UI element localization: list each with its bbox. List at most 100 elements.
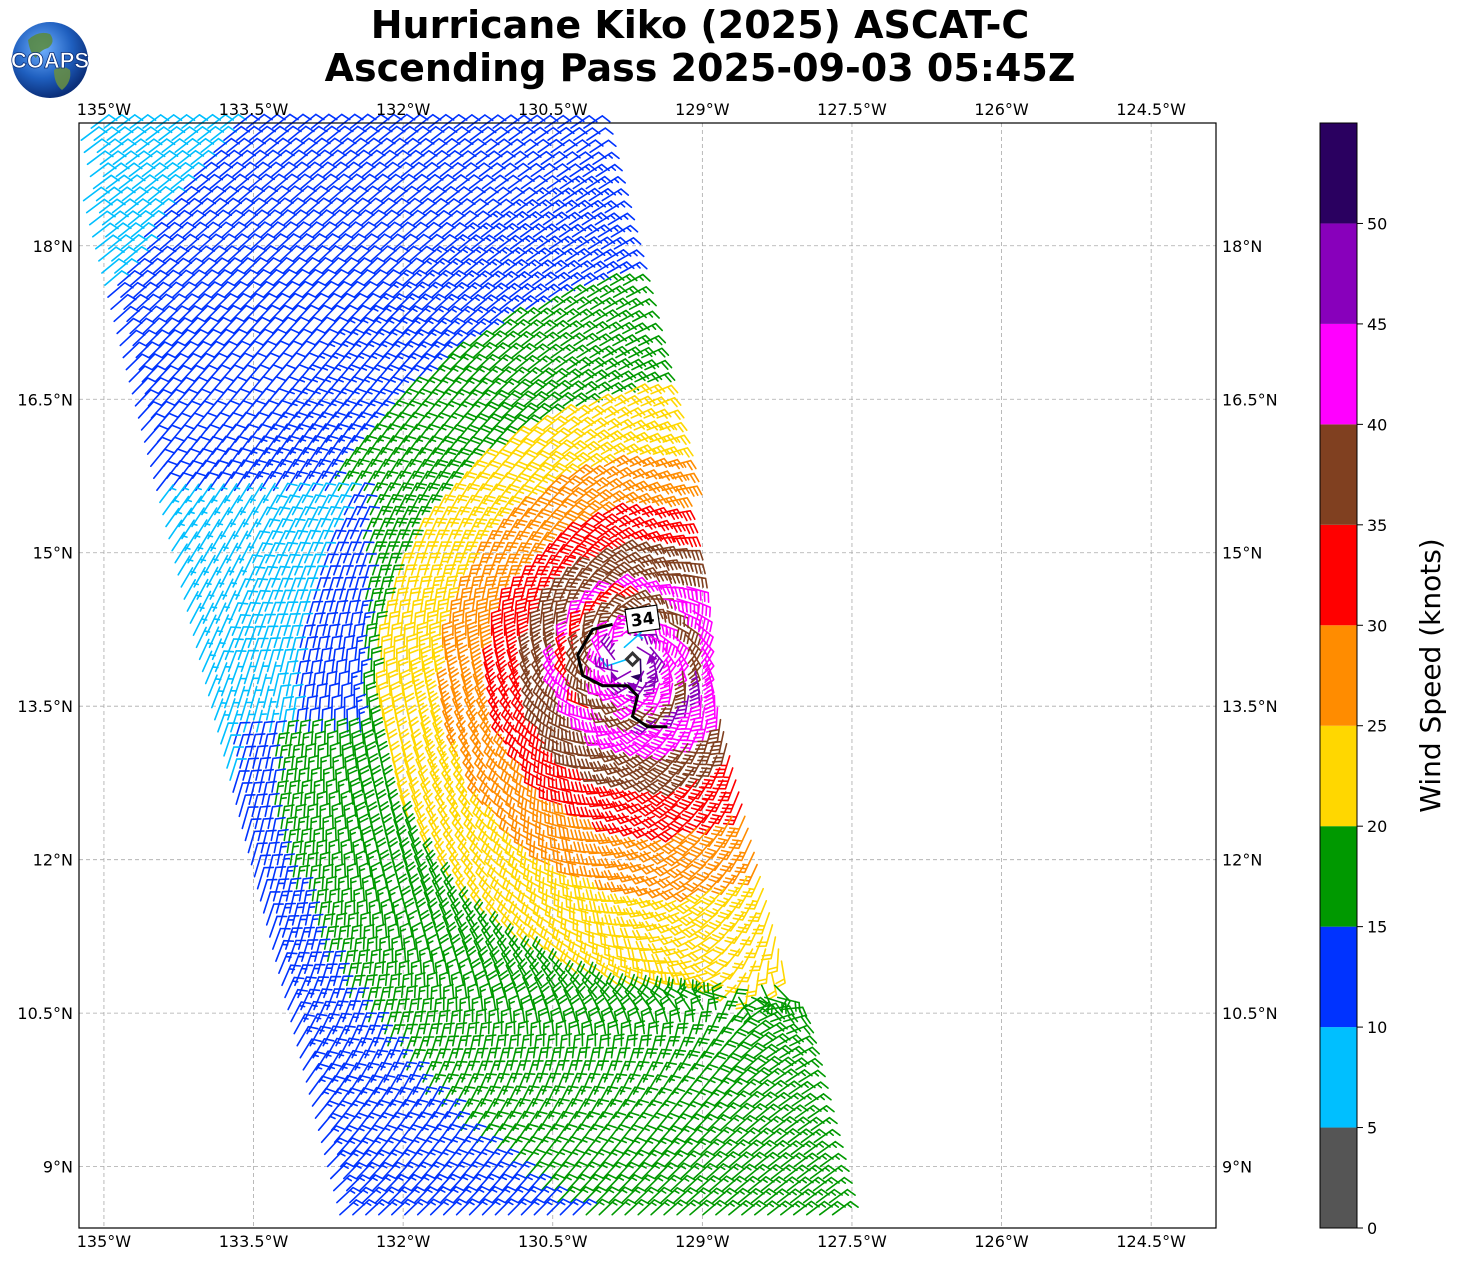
wind-barb — [306, 399, 331, 419]
wind-barb — [322, 814, 334, 842]
wind-barb — [279, 648, 296, 673]
wind-barb — [147, 388, 173, 407]
wind-barb — [542, 415, 570, 431]
wind-barb — [230, 459, 254, 479]
lat-tick-label-left: 16.5°N — [17, 390, 73, 409]
wind-barb — [315, 233, 342, 250]
wind-barb — [323, 161, 350, 178]
wind-barb — [141, 365, 168, 383]
wind-barb — [293, 197, 320, 214]
wind-barb — [252, 292, 279, 310]
wind-barb — [310, 161, 337, 178]
wind-barb — [324, 269, 351, 286]
wind-barb — [247, 221, 274, 238]
wind-barb — [387, 209, 414, 226]
wind-barb — [266, 245, 293, 262]
wind-barb — [499, 1110, 522, 1131]
wind-barb — [689, 598, 712, 618]
wind-barb — [587, 1098, 610, 1119]
wind-barb — [320, 304, 347, 323]
wind-barb — [300, 173, 327, 190]
wind-barb — [240, 447, 264, 467]
wind-barb — [157, 376, 183, 395]
wind-barb — [217, 710, 230, 733]
wind-barb — [507, 378, 534, 395]
wind-barb — [362, 316, 389, 335]
wind-barb — [488, 354, 515, 371]
wind-barb — [107, 282, 134, 298]
wind-barb — [478, 365, 505, 383]
wind-barb — [819, 1152, 847, 1168]
wind-barb — [467, 270, 494, 286]
wind-barb — [260, 423, 285, 443]
lat-tick-label-right: 18°N — [1222, 237, 1262, 256]
colorbar-bin — [1320, 1127, 1357, 1228]
wind-barb — [510, 390, 537, 407]
wind-barb — [482, 330, 509, 347]
wind-barb — [413, 209, 440, 226]
wind-barb — [197, 328, 223, 347]
wind-barb — [577, 452, 606, 467]
wind-barb — [470, 282, 497, 298]
wind-barb — [816, 1140, 844, 1156]
wind-barb — [286, 221, 313, 238]
wind-barb — [269, 257, 296, 274]
wind-barb — [416, 423, 440, 443]
wind-barb — [217, 257, 244, 274]
wind-barb — [247, 423, 272, 443]
lat-tick-label-right: 16.5°N — [1222, 390, 1278, 409]
wind-barb — [454, 270, 481, 286]
wind-barb — [519, 426, 546, 443]
wind-barb — [658, 1074, 682, 1095]
wind-barb — [628, 346, 657, 359]
wind-barb — [334, 814, 345, 842]
wind-barb — [311, 470, 334, 492]
chart-title: Hurricane Kiko (2025) ASCAT-C Ascending … — [0, 4, 1400, 90]
wind-barb — [587, 982, 600, 1011]
wind-barb — [405, 281, 432, 298]
wind-barb — [296, 209, 323, 226]
wind-barb — [246, 316, 272, 335]
wind-barb — [228, 197, 255, 214]
wind-barb — [230, 710, 243, 733]
wind-barb — [146, 436, 172, 455]
wind-barb — [378, 576, 395, 600]
wind-barb — [587, 1046, 604, 1071]
wind-barb — [399, 257, 426, 274]
wind-barb — [169, 269, 196, 286]
lon-tick-label-bottom: 133.5°W — [219, 1232, 289, 1251]
wind-barb — [641, 347, 670, 359]
wind-barb — [164, 352, 190, 371]
wind-barb — [624, 383, 653, 395]
wind-barb — [767, 948, 780, 975]
wind-barb — [256, 709, 268, 733]
wind-barb — [620, 419, 649, 431]
lat-tick-label-left: 12°N — [33, 851, 73, 870]
wind-barb — [139, 305, 166, 323]
wind-barb — [297, 316, 324, 335]
wind-barb — [683, 574, 708, 589]
wind-barb — [249, 280, 276, 298]
wind-barb — [633, 420, 662, 431]
wind-barb — [474, 448, 499, 467]
wind-barb — [329, 185, 356, 202]
wind-barb — [389, 269, 416, 286]
wind-barb — [545, 427, 573, 443]
wind-barb — [535, 438, 563, 455]
wind-barb — [165, 305, 192, 323]
wind-barb — [168, 317, 194, 335]
wind-barb — [447, 293, 474, 310]
wind-barb — [281, 304, 308, 323]
wind-barb — [360, 257, 387, 274]
wind-barb — [406, 233, 433, 250]
colorbar-bin — [1320, 223, 1357, 324]
wind-barb — [504, 366, 531, 383]
wind-barb — [370, 245, 397, 262]
wind-barb — [274, 173, 301, 190]
wind-barb — [612, 285, 641, 298]
wind-barb — [335, 411, 359, 431]
wind-barb — [283, 411, 308, 431]
lon-tick-label-top: 135°W — [77, 100, 132, 119]
wind-barb — [610, 224, 639, 238]
wind-barb — [609, 321, 637, 335]
